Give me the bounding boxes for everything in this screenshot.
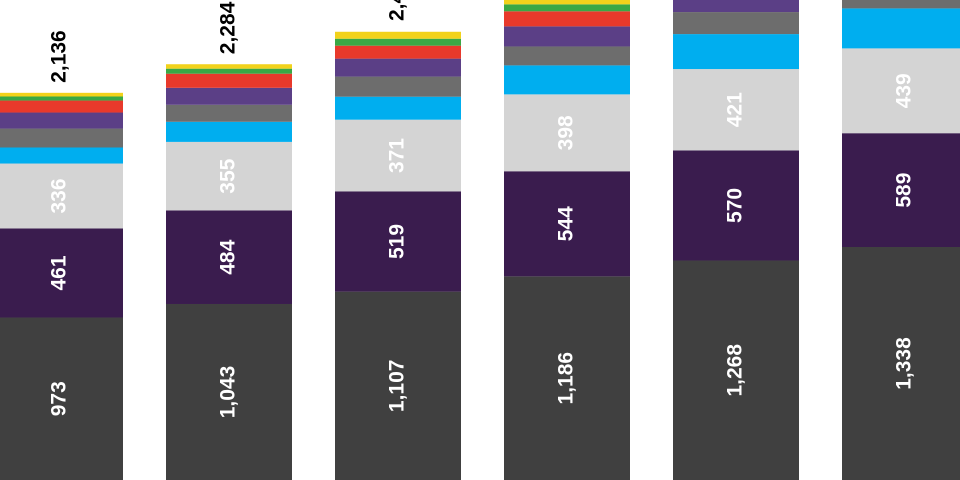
bar-segment (335, 76, 461, 97)
bar-segment (0, 317, 123, 480)
bar-segment (504, 26, 630, 47)
segment-label: 336 (48, 178, 71, 213)
bar-segment (673, 34, 799, 70)
bar-segment (504, 0, 630, 5)
bar-segment (0, 128, 123, 148)
bar-segment (842, 0, 960, 9)
bar-segment (335, 45, 461, 59)
total-label: 2,456 (386, 0, 409, 21)
bar-segment (673, 150, 799, 261)
segment-label: 398 (555, 115, 578, 150)
bar-segment (673, 0, 799, 13)
bar-segment (673, 69, 799, 151)
segment-label: 1,338 (893, 337, 916, 390)
segment-label: 439 (893, 73, 916, 108)
bar-segment (673, 12, 799, 35)
bar-segment (842, 246, 960, 480)
bar-segment (0, 100, 123, 113)
bar-segment (166, 87, 292, 105)
segment-label: 544 (555, 206, 578, 241)
bar-segment (166, 73, 292, 88)
bar-segment (504, 65, 630, 95)
bar-segment (0, 96, 123, 101)
segment-label: 570 (724, 188, 747, 223)
segment-label: 1,107 (386, 360, 409, 413)
bar-segment (166, 210, 292, 304)
segment-label: 1,186 (555, 352, 578, 405)
bar-segment (504, 276, 630, 480)
segment-label: 355 (217, 158, 240, 193)
bar-segment (166, 141, 292, 211)
bar-segment (335, 191, 461, 292)
segment-label: 1,268 (724, 344, 747, 397)
segment-label: 519 (386, 224, 409, 259)
bar-segment (166, 68, 292, 74)
segment-label: 421 (724, 92, 747, 127)
bar-segment (0, 228, 123, 318)
bar-segment (504, 4, 630, 12)
bar-segment (504, 94, 630, 172)
bar-segment (0, 92, 123, 97)
bar-segment (0, 112, 123, 129)
bar-segment (504, 11, 630, 27)
total-label: 2,284 (217, 1, 240, 54)
bar-segment (166, 121, 292, 142)
bar-segment (504, 46, 630, 66)
bar-segment (335, 119, 461, 192)
bar-segment (0, 163, 123, 229)
bar-segment (842, 8, 960, 49)
bar-segment (335, 291, 461, 480)
bar-segment (842, 133, 960, 247)
bar-segment (842, 48, 960, 134)
bar-segment (166, 303, 292, 480)
bar-segment (335, 38, 461, 46)
bar-segment (335, 96, 461, 120)
bar-segment (504, 171, 630, 277)
bar-segment (0, 147, 123, 164)
segment-label: 461 (48, 255, 71, 290)
bar-segment (166, 64, 292, 69)
segment-label: 371 (386, 138, 409, 173)
segment-label: 589 (893, 173, 916, 208)
bar-segment (166, 104, 292, 122)
bar-segment (673, 260, 799, 480)
segment-label: 1,043 (217, 366, 240, 419)
segment-label: 484 (217, 239, 240, 274)
segment-label: 973 (48, 381, 71, 416)
total-label: 2,136 (48, 30, 71, 83)
bar-segment (335, 58, 461, 77)
bar-segment (335, 31, 461, 39)
